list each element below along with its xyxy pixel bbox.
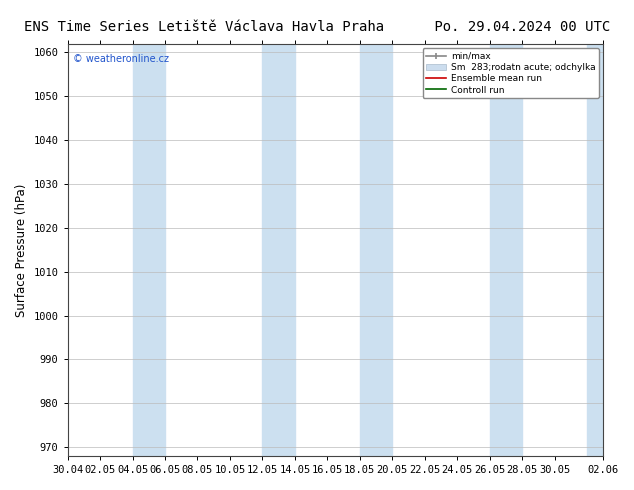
Bar <box>262 44 295 456</box>
Bar <box>489 44 522 456</box>
Bar <box>133 44 165 456</box>
Bar <box>360 44 392 456</box>
Text: © weatheronline.cz: © weatheronline.cz <box>73 54 169 64</box>
Bar <box>587 44 634 456</box>
Y-axis label: Surface Pressure (hPa): Surface Pressure (hPa) <box>15 183 28 317</box>
Text: ENS Time Series Letiště Václava Havla Praha      Po. 29.04.2024 00 UTC: ENS Time Series Letiště Václava Havla Pr… <box>24 20 610 34</box>
Legend: min/max, Sm  283;rodatn acute; odchylka, Ensemble mean run, Controll run: min/max, Sm 283;rodatn acute; odchylka, … <box>423 48 599 98</box>
